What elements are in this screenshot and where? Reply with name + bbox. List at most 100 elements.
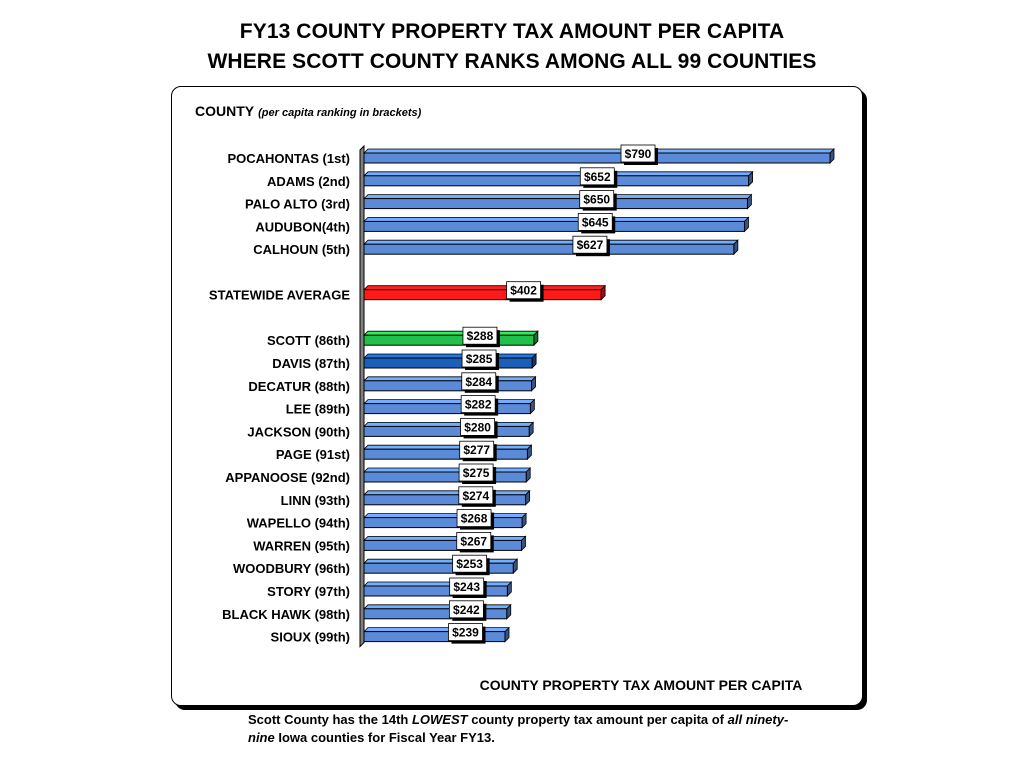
bar-top-15 xyxy=(363,536,527,541)
bar-1 xyxy=(363,175,750,187)
category-label-8: DECATUR (88th) xyxy=(248,379,350,394)
bar-top-6 xyxy=(363,330,539,336)
category-label-13: LINN (93th) xyxy=(281,493,350,508)
category-label-15: WARREN (95th) xyxy=(253,538,350,553)
value-label-box-18 xyxy=(448,600,484,619)
category-label-6: SCOTT (86th) xyxy=(267,333,350,348)
bar-top-0 xyxy=(363,148,835,154)
y-axis-label: COUNTY xyxy=(195,103,255,119)
footnote: Scott County has the 14th LOWEST county … xyxy=(248,711,808,747)
bar-top-14 xyxy=(363,513,528,518)
value-label-box-0 xyxy=(620,144,656,163)
bar-top-1 xyxy=(363,171,754,177)
value-label-box-9 xyxy=(460,395,496,414)
bar-3 xyxy=(363,220,745,232)
bar-top-19 xyxy=(363,627,510,632)
value-label-box-16 xyxy=(452,554,488,573)
value-label-0: $790 xyxy=(625,147,652,161)
category-label-10: JACKSON (90th) xyxy=(247,424,350,439)
bar-11 xyxy=(363,448,528,460)
value-label-3: $645 xyxy=(582,215,609,229)
value-label-box-4 xyxy=(572,235,608,254)
category-label-16: WOODBURY (96th) xyxy=(233,561,350,576)
bar-top-2 xyxy=(363,194,753,200)
category-label-7: DAVIS (87th) xyxy=(272,356,350,371)
bar-19 xyxy=(363,631,506,643)
category-label-17: STORY (97th) xyxy=(267,584,350,599)
bar-7 xyxy=(363,357,533,369)
bar-6 xyxy=(363,334,535,346)
category-label-19: SIOUX (99th) xyxy=(271,630,350,645)
value-label-box-12 xyxy=(458,463,494,482)
value-label-6: $288 xyxy=(467,329,494,343)
value-label-box-2 xyxy=(579,190,615,209)
footnote-part-1: Scott County has the 14th xyxy=(248,712,412,727)
value-label-12: $275 xyxy=(463,466,490,480)
value-label-1: $652 xyxy=(584,170,611,184)
value-label-17: $243 xyxy=(453,580,480,594)
value-label-11: $277 xyxy=(463,443,490,457)
bar-16 xyxy=(363,562,514,574)
bar-15 xyxy=(363,539,522,551)
value-label-2: $650 xyxy=(583,193,610,207)
value-label-box-6 xyxy=(462,326,498,345)
value-label-box-15 xyxy=(456,532,492,550)
value-label-18: $242 xyxy=(453,603,480,617)
value-label-9: $282 xyxy=(465,398,492,412)
bar-4 xyxy=(363,243,735,255)
value-label-box-11 xyxy=(459,440,495,459)
chart-title-line-2: WHERE SCOTT COUNTY RANKS AMONG ALL 99 CO… xyxy=(207,50,817,73)
value-label-box-19 xyxy=(448,623,483,641)
bar-18 xyxy=(363,608,508,620)
value-label-box-13 xyxy=(458,486,494,505)
bar-12 xyxy=(363,471,527,483)
category-label-1: ADAMS (2nd) xyxy=(267,174,350,189)
y-axis-header: COUNTY (per capita ranking in brackets) xyxy=(195,103,421,119)
bar-top-13 xyxy=(363,490,531,496)
value-label-box-14 xyxy=(456,509,492,528)
bar-14 xyxy=(363,517,523,529)
bar-0 xyxy=(363,152,831,164)
x-axis-label: COUNTY PROPERTY TAX AMOUNT PER CAPITA xyxy=(480,677,803,693)
bar-8 xyxy=(363,380,533,392)
value-label-box-8 xyxy=(461,372,497,391)
bar-top-12 xyxy=(363,467,532,473)
bar-top-7 xyxy=(363,353,538,359)
bar-9 xyxy=(363,403,531,415)
bar-2 xyxy=(363,198,748,210)
value-label-7: $285 xyxy=(466,352,493,366)
value-label-19: $239 xyxy=(452,626,479,640)
value-label-16: $253 xyxy=(456,557,483,571)
footnote-emphasis-all: all ninety-nine xyxy=(248,712,789,745)
bar-top-18 xyxy=(363,604,512,610)
category-label-2: PALO ALTO (3rd) xyxy=(245,197,350,212)
value-label-15: $267 xyxy=(460,534,487,548)
bar-17 xyxy=(363,585,508,597)
value-label-box-7 xyxy=(461,349,497,368)
bar-5 xyxy=(363,289,602,301)
footnote-part-3: Iowa counties for Fiscal Year FY13. xyxy=(274,730,495,745)
value-label-8: $284 xyxy=(465,375,492,389)
value-label-4: $627 xyxy=(577,238,604,252)
value-label-13: $274 xyxy=(462,489,489,503)
category-label-4: CALHOUN (5th) xyxy=(253,242,350,257)
category-label-5: STATEWIDE AVERAGE xyxy=(209,288,350,303)
bar-10 xyxy=(363,425,530,437)
bar-top-9 xyxy=(363,399,536,405)
value-label-box-10 xyxy=(460,417,495,436)
value-label-box-17 xyxy=(449,577,485,596)
value-label-box-5 xyxy=(506,281,541,300)
category-label-11: PAGE (91st) xyxy=(276,447,350,462)
bar-top-11 xyxy=(363,444,533,450)
y-axis-note: (per capita ranking in brackets) xyxy=(258,107,422,119)
value-label-5: $402 xyxy=(510,284,537,298)
category-label-9: LEE (89th) xyxy=(286,402,350,417)
value-label-box-3 xyxy=(577,212,613,231)
bar-top-5 xyxy=(363,285,607,291)
chart-panel xyxy=(171,86,863,706)
value-label-10: $280 xyxy=(464,420,491,434)
category-label-0: POCAHONTAS (1st) xyxy=(227,151,350,166)
category-label-12: APPANOOSE (92nd) xyxy=(225,470,350,485)
value-label-14: $268 xyxy=(461,512,488,526)
